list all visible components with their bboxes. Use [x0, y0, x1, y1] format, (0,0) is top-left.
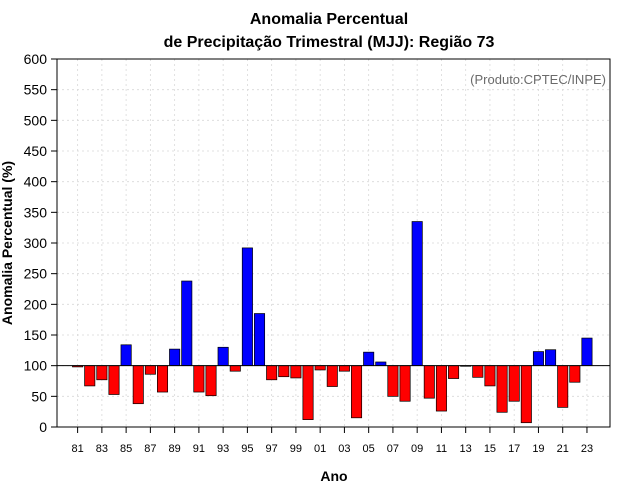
x-tick-label: 09 — [411, 443, 423, 455]
bar-1996 — [254, 313, 266, 367]
x-tick-label: 07 — [387, 443, 399, 455]
x-tick-label: 85 — [120, 443, 132, 455]
x-axis: 81 83 85 87 89 91 93 95 97 99 01 03 05 07 09 11 13 15 17 19… — [71, 427, 593, 455]
bar-1994 — [229, 365, 241, 372]
bar-2015 — [484, 365, 496, 387]
x-tick-label: 91 — [193, 443, 205, 455]
y-tick-label: 100 — [24, 358, 48, 374]
bar-1982 — [84, 365, 96, 387]
bar-1995 — [241, 247, 253, 367]
x-tick-label: 21 — [557, 443, 569, 455]
y-axis-label: Anomalia Percentual (%) — [0, 161, 15, 325]
y-tick-label: 50 — [31, 388, 47, 404]
bars — [72, 221, 593, 424]
bar-2006 — [375, 361, 387, 367]
x-tick-label: 83 — [96, 443, 108, 455]
bar-1993 — [217, 346, 229, 367]
bar-2008 — [399, 365, 411, 402]
bar-1987 — [144, 365, 156, 375]
x-tick-label: 95 — [241, 443, 253, 455]
bar-1988 — [157, 365, 169, 393]
x-tick-label: 19 — [532, 443, 544, 455]
bar-2018 — [520, 365, 532, 424]
x-tick-label: 11 — [436, 443, 447, 455]
x-tick-label: 89 — [169, 443, 181, 455]
bar-1985 — [120, 344, 132, 367]
x-tick-label: 05 — [363, 443, 375, 455]
bar-2003 — [338, 365, 350, 372]
bar-2022 — [569, 365, 581, 383]
bar-2009 — [411, 221, 423, 367]
y-tick-label: 600 — [24, 51, 48, 67]
x-tick-label: 17 — [508, 443, 520, 455]
chart-title-line2: de Precipitação Trimestral (MJJ): Região… — [164, 34, 495, 51]
bar-1997 — [266, 365, 278, 381]
y-tick-label: 350 — [24, 204, 48, 220]
x-tick-label: 87 — [144, 443, 156, 455]
x-tick-label: 81 — [71, 443, 83, 455]
y-tick-label: 450 — [24, 143, 48, 159]
y-tick-label: 250 — [24, 266, 48, 282]
bar-2001 — [314, 365, 326, 371]
bar-2002 — [326, 365, 338, 387]
x-tick-label: 97 — [266, 443, 278, 455]
y-tick-label: 300 — [24, 235, 48, 251]
bar-1998 — [278, 365, 290, 378]
bar-1989 — [169, 348, 181, 367]
x-tick-label: 03 — [338, 443, 350, 455]
x-tick-label: 99 — [290, 443, 302, 455]
y-tick-label: 400 — [24, 174, 48, 190]
y-tick-label: 550 — [24, 82, 48, 98]
bar-1986 — [132, 365, 144, 405]
bar-2005 — [363, 351, 375, 367]
bar-2016 — [496, 365, 508, 413]
y-axis: 0 50 100 150 200 250 300 350 400 450 500 550 600 — [24, 51, 57, 435]
x-tick-label: 23 — [581, 443, 593, 455]
bar-2007 — [387, 365, 399, 397]
bar-2021 — [557, 365, 569, 408]
x-tick-label: 01 — [314, 443, 326, 455]
bar-2017 — [508, 365, 520, 402]
bar-2020 — [545, 349, 557, 367]
bar-1991 — [193, 365, 205, 393]
bar-1992 — [205, 365, 217, 397]
bar-1999 — [290, 365, 302, 379]
bar-2012 — [448, 365, 460, 379]
bar-2014 — [472, 365, 484, 378]
bar-2004 — [351, 365, 363, 419]
bar-2000 — [302, 365, 314, 420]
bar-1990 — [181, 280, 193, 367]
x-axis-label: Ano — [320, 468, 347, 484]
bar-2019 — [532, 351, 544, 367]
bar-2023 — [581, 337, 593, 367]
bar-1984 — [108, 365, 120, 395]
y-tick-label: 500 — [24, 112, 48, 128]
x-tick-label: 13 — [460, 443, 472, 455]
x-tick-label: 15 — [484, 443, 496, 455]
y-tick-label: 0 — [39, 419, 47, 435]
bar-2010 — [423, 365, 435, 399]
chart-title-line1: Anomalia Percentual — [250, 11, 408, 28]
y-tick-label: 150 — [24, 327, 48, 343]
credit-label: (Produto:CPTEC/INPE) — [470, 72, 606, 87]
bar-2011 — [435, 365, 447, 412]
x-tick-label: 93 — [217, 443, 229, 455]
bar-1983 — [96, 365, 108, 381]
y-tick-label: 200 — [24, 296, 48, 312]
